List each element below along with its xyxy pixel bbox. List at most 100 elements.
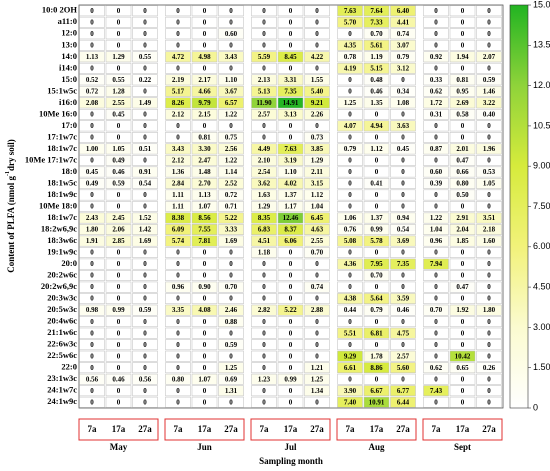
cell-label: 9.21 (311, 99, 324, 107)
heat-cell (476, 85, 502, 97)
x-tick-label: 17a (370, 424, 384, 434)
heat-cell (165, 62, 191, 74)
cell-label: 0 (143, 64, 147, 72)
heat-cell (132, 258, 158, 270)
cell-label: 0 (117, 122, 121, 130)
heat-cell (132, 5, 158, 17)
heat-cell (251, 339, 277, 351)
heat-cell (423, 396, 449, 408)
cell-label: 0 (117, 30, 121, 38)
cell-label: 0 (315, 18, 319, 26)
heat-cell (423, 350, 449, 362)
cell-label: 6.06 (284, 237, 297, 245)
cell-label: 4.72 (172, 53, 185, 61)
heat-cell (363, 270, 390, 281)
cell-label: 1.13 (86, 53, 99, 61)
cell-label: 1.35 (370, 99, 383, 107)
heat-cell (218, 143, 244, 155)
heat-cell (79, 143, 105, 155)
row-label: 17:1w7c (47, 131, 77, 141)
heat-cell (449, 362, 476, 374)
colorbar-label: 7.500 (533, 201, 550, 211)
heat-cell (476, 74, 502, 86)
heat-cell (337, 316, 363, 328)
heat-cell (105, 39, 132, 51)
cell-label: 0.50 (456, 191, 469, 199)
heat-cell (165, 85, 191, 97)
heat-cell (363, 28, 390, 40)
heat-cell (449, 108, 476, 120)
heat-cell (251, 258, 277, 270)
heat-cell (132, 28, 158, 40)
row-label: 20:2w6,9c (41, 281, 77, 291)
cell-label: 4.19 (344, 64, 357, 72)
cell-label: 0 (348, 134, 352, 142)
heat-cell (105, 270, 132, 281)
cell-label: 0 (348, 249, 352, 257)
heat-cell (218, 247, 244, 258)
cell-label: 0 (262, 283, 266, 291)
cell-label: 2.84 (172, 180, 185, 188)
heat-cell (251, 16, 277, 28)
heat-cell (105, 235, 132, 247)
cell-label: 0 (461, 122, 465, 130)
cell-label: 0 (176, 352, 180, 360)
heat-cell (476, 155, 502, 166)
heat-cell (165, 51, 191, 63)
cell-label: 0 (434, 318, 438, 326)
cell-label: 0 (434, 122, 438, 130)
cell-label: 0.70 (311, 249, 324, 257)
cell-label: 3.51 (483, 214, 496, 222)
cell-label: 0 (117, 272, 121, 280)
heat-cell (277, 362, 304, 374)
cell-label: 0 (289, 318, 293, 326)
heat-cell (363, 120, 390, 132)
heat-cell (79, 212, 105, 224)
cell-label: 3.22 (483, 99, 496, 107)
cell-label: 0 (143, 157, 147, 165)
heat-cell (390, 293, 416, 305)
row-label: 18:0 (61, 166, 77, 176)
heat-cell (277, 120, 304, 132)
heat-cell (79, 396, 105, 408)
cell-label: 10.42 (455, 352, 471, 360)
heat-cell (165, 143, 191, 155)
heat-cell (337, 258, 363, 270)
heat-cell (363, 212, 390, 224)
cell-label: 1.17 (284, 203, 297, 211)
cell-label: 0 (375, 168, 379, 176)
cell-label: 0 (289, 283, 293, 291)
cell-label: 0 (143, 352, 147, 360)
cell-label: 0 (117, 398, 121, 406)
cell-label: 0.70 (225, 283, 238, 291)
cell-label: 3.63 (397, 122, 410, 130)
heat-cell (132, 373, 158, 385)
cell-label: 2.12 (172, 157, 185, 165)
heat-cell (304, 132, 330, 143)
cell-label: 0 (487, 203, 491, 211)
cell-label: 0 (176, 341, 180, 349)
cell-label: 0.52 (86, 76, 99, 84)
cell-label: 0 (229, 352, 233, 360)
heat-cell (423, 108, 449, 120)
cell-label: 0 (203, 122, 207, 130)
cell-label: 0 (434, 249, 438, 257)
cell-label: 0.48 (370, 76, 383, 84)
cell-label: 5.22 (225, 214, 238, 222)
heat-cell (337, 224, 363, 235)
cell-label: 0 (289, 122, 293, 130)
heat-cell (79, 304, 105, 316)
heat-cell (390, 132, 416, 143)
heat-cell (423, 155, 449, 166)
cell-label: 0 (90, 249, 94, 257)
cell-label: 6.83 (258, 226, 271, 234)
cell-label: 0 (117, 329, 121, 337)
row-label: 10Me 17:1w7c (25, 154, 77, 164)
cell-label: 0 (401, 203, 405, 211)
cell-label: 0.53 (483, 168, 496, 176)
heat-cell (277, 316, 304, 328)
cell-label: 0 (487, 30, 491, 38)
heat-cell (165, 339, 191, 351)
heat-cell (423, 166, 449, 178)
heat-cell (449, 201, 476, 212)
